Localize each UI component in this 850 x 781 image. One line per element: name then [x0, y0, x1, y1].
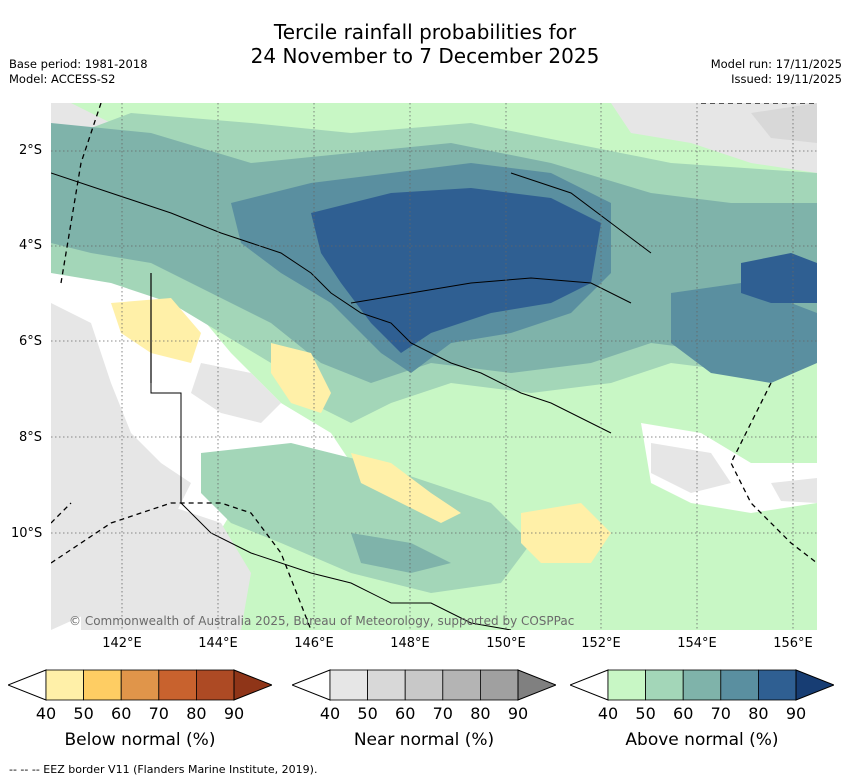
colorbar-segment: [158, 669, 197, 701]
below-normal-patch-southeast: [351, 453, 461, 523]
above-normal-80-east: [741, 253, 817, 303]
title-line-1: Tercile rainfall probabilities for: [273, 20, 577, 44]
colorbar-segment: [83, 669, 122, 701]
below-normal-patch-islands: [521, 503, 611, 563]
colorbar-min-extend: [8, 669, 47, 701]
eez-footnote: -- -- -- EEZ border V11 (Flanders Marine…: [9, 763, 318, 776]
lon-label-142e: 142°E: [102, 636, 142, 651]
map-title: Tercile rainfall probabilities for 24 No…: [0, 20, 850, 68]
grey-patch-highlands: [191, 363, 281, 423]
above-normal-80-region: [311, 188, 601, 353]
colorbar-segment: [757, 669, 797, 701]
colorbar-segment: [404, 669, 444, 701]
colorbar-label: Above normal (%): [625, 730, 779, 750]
colorbar-tick-label: 80: [470, 704, 491, 723]
colorbar-tick-label: 90: [507, 704, 529, 723]
colorbar-tick-label: 70: [710, 704, 731, 723]
colorbar-tick-label: 60: [111, 704, 132, 723]
colorbar-max-extend: [233, 669, 272, 701]
colorbar-min-extend: [570, 669, 609, 701]
issued-date: Issued: 19/11/2025: [731, 72, 842, 86]
above-normal-50-south: [201, 443, 531, 593]
lat-label-10s: 10°S: [11, 526, 43, 541]
lat-label-2s: 2°S: [19, 143, 43, 158]
colorbar-tick-label: 90: [785, 704, 807, 723]
colorbar-label: Near normal (%): [353, 730, 495, 750]
colorbar-segment: [720, 669, 759, 701]
north-coastline: [51, 172, 612, 434]
colorbar-tick-label: 40: [35, 704, 57, 723]
colorbar-tick-label: 80: [186, 704, 207, 723]
lon-label-144e: 144°E: [198, 636, 238, 651]
lat-label-8s: 8°S: [19, 430, 43, 445]
colorbar-min-extend: [292, 669, 331, 701]
grey-patch-east: [651, 443, 731, 493]
model-run-date: Model run: 17/11/2025: [710, 57, 842, 71]
run-info: Model run: 17/11/2025 Issued: 19/11/2025: [711, 57, 842, 87]
new-britain-coast: [350, 277, 632, 304]
colorbar-tick-label: 80: [748, 704, 769, 723]
colorbar-tick-label: 50: [73, 704, 94, 723]
colorbar-tick-label: 50: [357, 704, 378, 723]
title-line-2: 24 November to 7 December 2025: [250, 44, 600, 68]
probability-map: [51, 103, 817, 630]
grey-region-south: [81, 503, 251, 630]
base-period: Base period: 1981-2018: [9, 57, 148, 71]
colorbar-segment: [120, 669, 160, 701]
colorbar-1: [292, 669, 556, 701]
colorbar-tick-label: 90: [223, 704, 245, 723]
lon-label-152e: 152°E: [581, 636, 621, 651]
colorbar-segment: [682, 669, 722, 701]
lon-label-148e: 148°E: [390, 636, 430, 651]
colorbar-segment: [367, 669, 406, 701]
colorbar-tick-label: 40: [319, 704, 341, 723]
copyright-text: © Commonwealth of Australia 2025, Bureau…: [69, 614, 575, 628]
colorbar-tick-label: 70: [432, 704, 453, 723]
above-normal-70-east: [671, 283, 817, 383]
colorbar-tick-label: 60: [673, 704, 694, 723]
colorbar-tick-label: 40: [597, 704, 619, 723]
below-normal-patch-west: [111, 298, 201, 363]
colorbar-0: [8, 669, 272, 701]
lon-label-146e: 146°E: [294, 636, 334, 651]
colorbar-max-extend: [795, 669, 834, 701]
south-coastline: [150, 273, 512, 630]
white-region-east: [641, 423, 817, 513]
colorbar-segment: [195, 669, 235, 701]
lat-label-6s: 6°S: [19, 334, 43, 349]
colorbar-label: Below normal (%): [64, 730, 216, 750]
colorbar-tick-label: 50: [635, 704, 656, 723]
colorbar-tick-label: 70: [148, 704, 169, 723]
colorbar-segment: [607, 669, 646, 701]
lon-label-154e: 154°E: [677, 636, 717, 651]
colorbar-segment: [329, 669, 368, 701]
lon-label-156e: 156°E: [773, 636, 813, 651]
model-info: Base period: 1981-2018 Model: ACCESS-S2: [9, 57, 148, 87]
colorbar-max-extend: [517, 669, 556, 701]
map-canvas: [51, 103, 817, 630]
grey-patch-ne: [751, 103, 817, 143]
colorbar-segment: [45, 669, 84, 701]
grey-patch-far-east: [771, 478, 817, 503]
colorbar-segment: [442, 669, 481, 701]
eez-borders: [51, 103, 817, 630]
model-name: Model: ACCESS-S2: [9, 72, 116, 86]
lat-label-4s: 4°S: [19, 238, 43, 253]
below-normal-patch-central: [271, 343, 331, 413]
new-ireland-coast: [510, 172, 652, 254]
colorbar-segment: [645, 669, 684, 701]
above-normal-60-south: [351, 533, 451, 573]
colorbar-tick-label: 60: [395, 704, 416, 723]
colorbar-2: [570, 669, 834, 701]
lon-label-150e: 150°E: [486, 636, 526, 651]
colorbar-segment: [479, 669, 519, 701]
